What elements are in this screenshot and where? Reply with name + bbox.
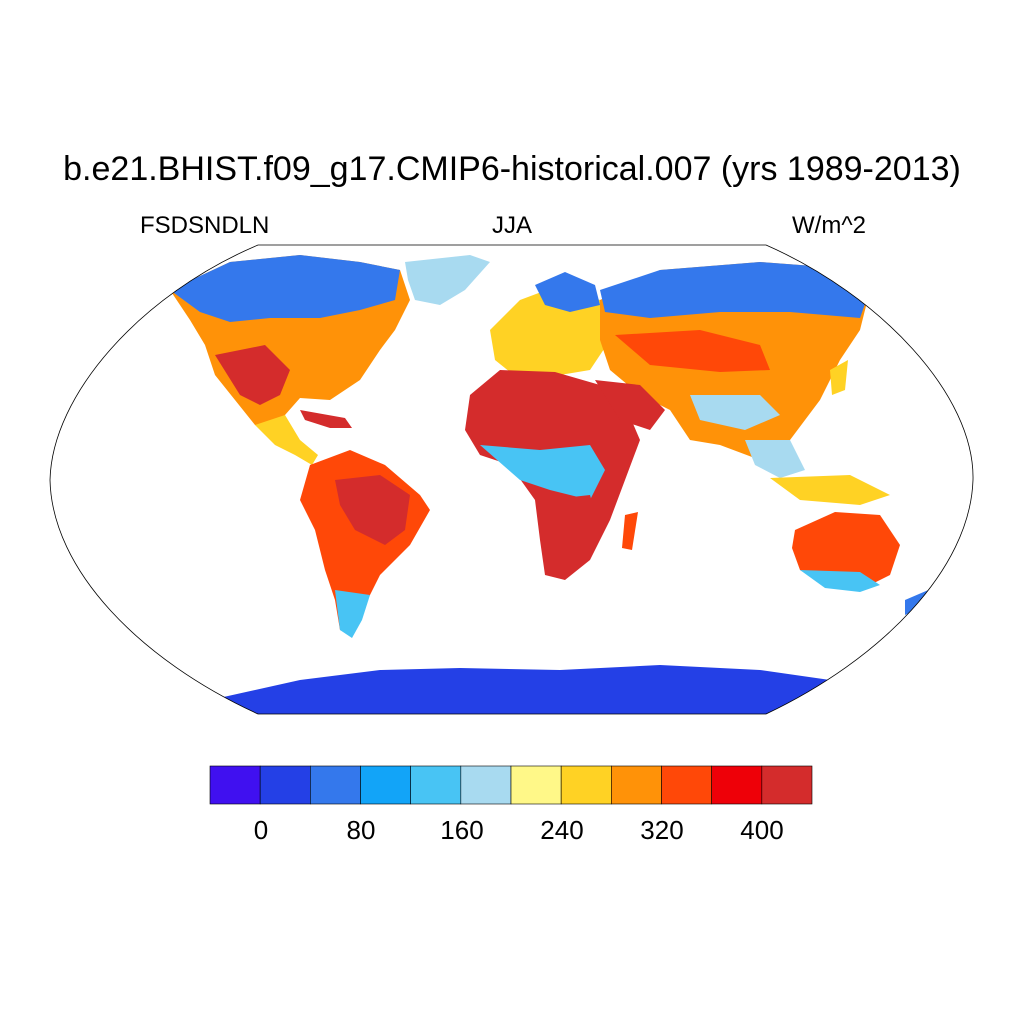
season-label: JJA: [491, 212, 532, 239]
central-america: [255, 415, 318, 465]
colorbar-label: 160: [440, 815, 484, 845]
colorbar-box: [560, 765, 612, 805]
colorbar-label: 80: [346, 815, 376, 845]
tibet: [690, 395, 780, 430]
middle-east: [595, 380, 665, 430]
southeast-asia: [745, 440, 805, 478]
colorbar-label: 320: [640, 815, 684, 845]
colorbar-box: [761, 765, 813, 805]
caribbean: [300, 410, 352, 428]
colorbar-box: [310, 765, 361, 805]
figure-title: b.e21.BHIST.f09_g17.CMIP6-historical.007…: [63, 150, 961, 188]
colorbar-box: [510, 765, 562, 805]
arctic-canada: [170, 255, 400, 322]
colorbar-box: [611, 765, 662, 805]
southwest-us: [215, 345, 290, 405]
colorbar-label: 240: [540, 815, 584, 845]
colorbar-box: [410, 765, 462, 805]
southern-africa: [545, 495, 600, 575]
australia-south: [800, 570, 880, 592]
greenland: [405, 255, 490, 305]
colorbar: [209, 765, 813, 805]
new-zealand: [905, 585, 940, 615]
indonesia: [770, 475, 890, 505]
antarctica: [210, 665, 880, 714]
colorbar-box: [209, 765, 261, 805]
amazon: [335, 475, 410, 545]
japan: [830, 360, 848, 395]
globe-outline: [49, 244, 974, 715]
patagonia: [335, 590, 370, 638]
colorbar-box: [661, 765, 712, 805]
land-layer: [170, 255, 940, 714]
variable-label: FSDSNDLN: [140, 212, 270, 239]
colorbar-box: [460, 765, 512, 805]
colorbar-label: 0: [253, 815, 269, 845]
colorbar-box: [259, 765, 311, 805]
madagascar: [622, 512, 638, 550]
units-label: W/m^2: [792, 212, 866, 239]
central-asia: [615, 330, 770, 372]
colorbar-box: [711, 765, 763, 805]
siberia: [600, 262, 870, 318]
scandinavia: [535, 272, 600, 312]
colorbar-box: [360, 765, 411, 805]
australia-landmass: [792, 512, 900, 590]
colorbar-label: 400: [740, 815, 784, 845]
equatorial-africa: [480, 445, 605, 500]
